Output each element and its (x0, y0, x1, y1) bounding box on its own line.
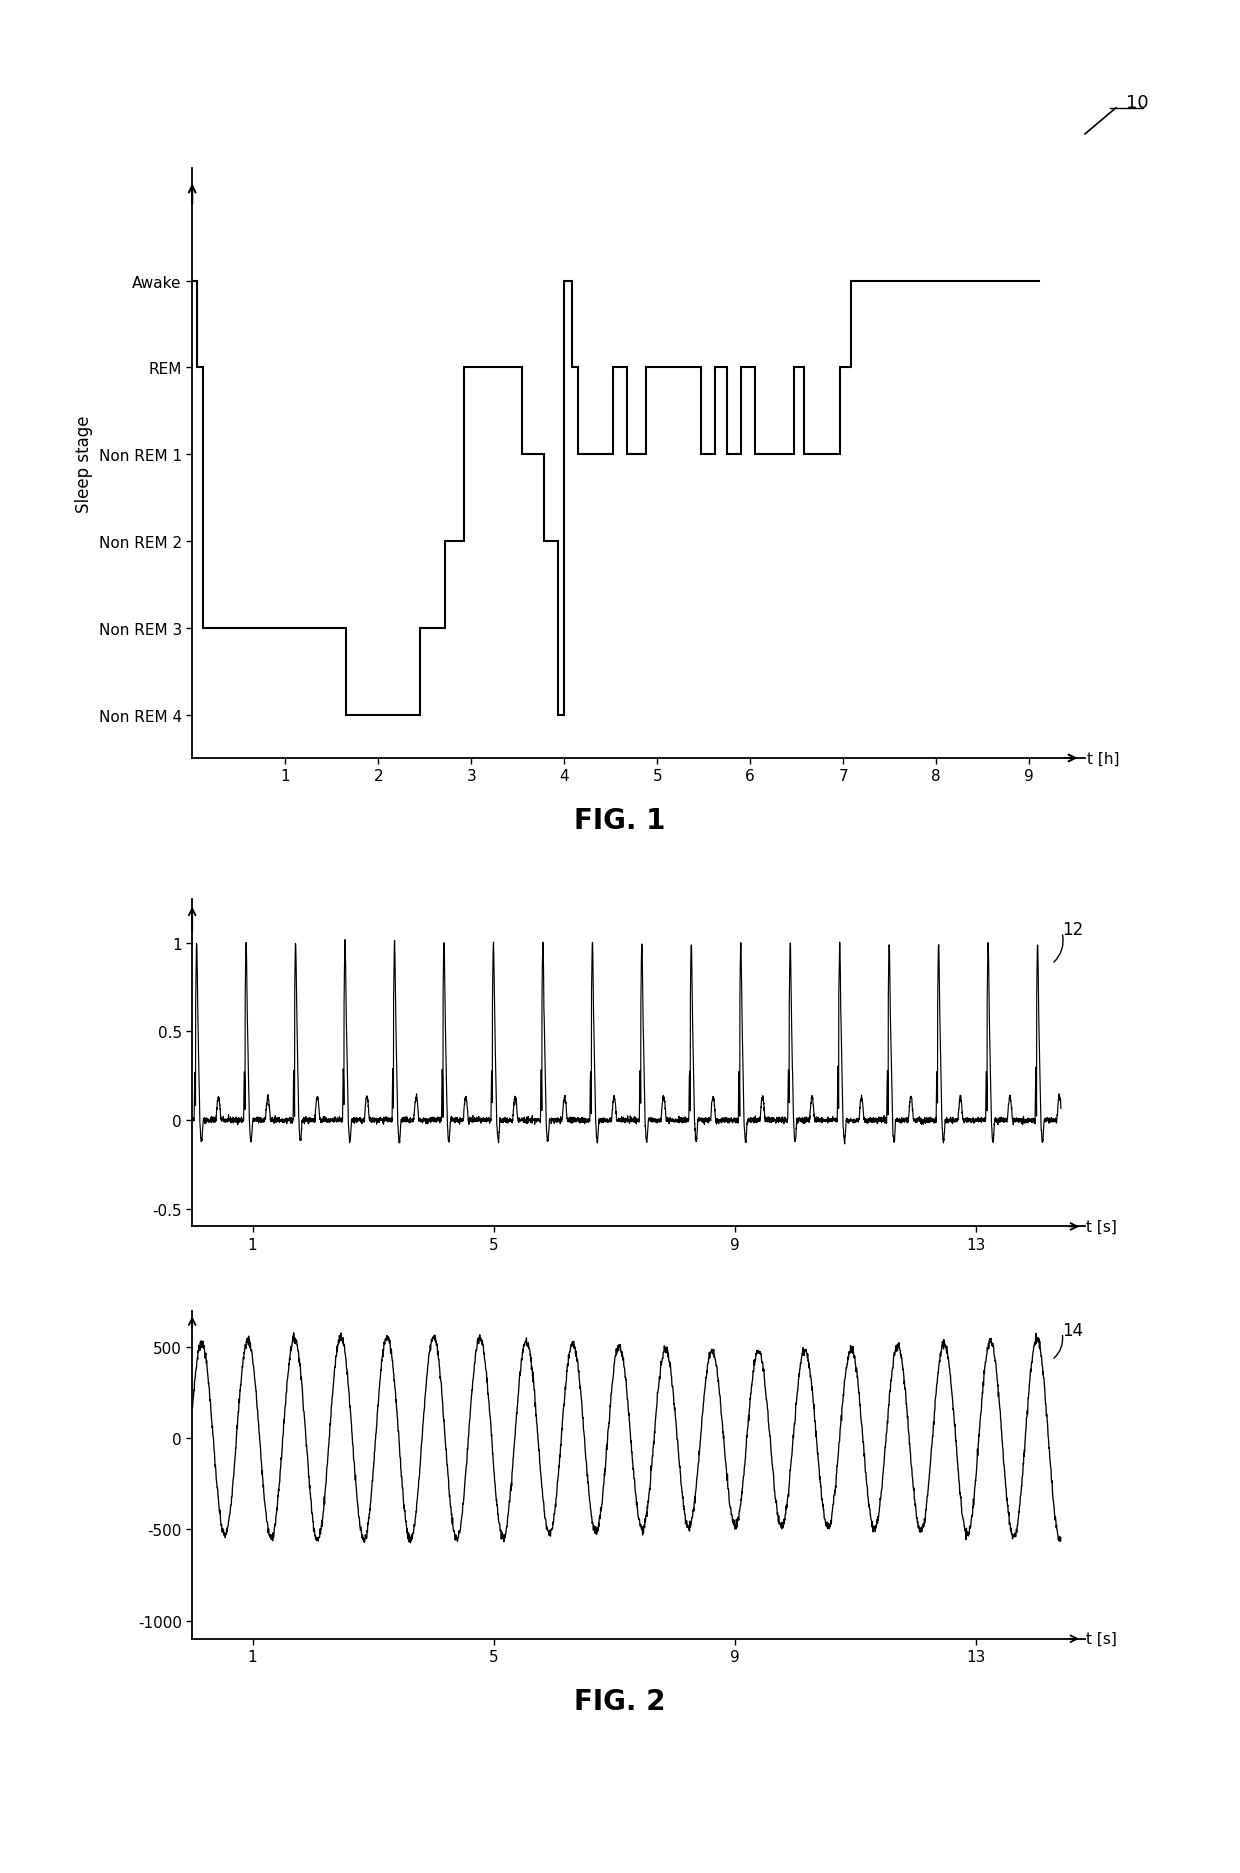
Text: t [s]: t [s] (1086, 1219, 1117, 1234)
Text: t [s]: t [s] (1086, 1631, 1117, 1646)
Text: 14: 14 (1063, 1320, 1084, 1339)
Y-axis label: Sleep stage: Sleep stage (74, 414, 93, 513)
Text: 10: 10 (1126, 94, 1148, 112)
Text: FIG. 1: FIG. 1 (574, 807, 666, 833)
Text: t [h]: t [h] (1086, 751, 1120, 766)
Text: 12: 12 (1063, 920, 1084, 938)
Text: FIG. 2: FIG. 2 (574, 1688, 666, 1714)
